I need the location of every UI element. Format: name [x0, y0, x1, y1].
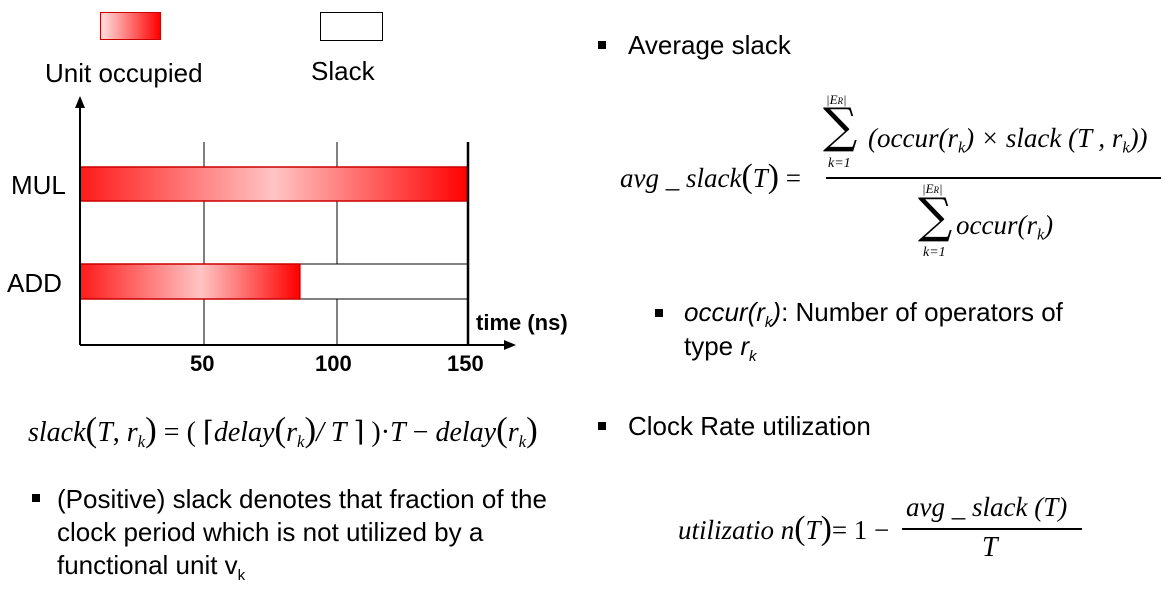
util-fraction-line — [902, 528, 1082, 530]
avg-denominator: occur(rk) — [956, 210, 1054, 244]
avg-slack-lhs: avg _ slack(T) = — [620, 158, 801, 195]
util-lhs: utilizatio n(T)= 1 − — [678, 510, 890, 547]
slack-desc-line2: clock period which is not utilized by a — [57, 517, 484, 547]
legend-occupied-swatch — [100, 12, 161, 40]
x-axis-arrow — [504, 340, 516, 350]
bullet-marker — [32, 494, 40, 502]
occur-definition-line2: type rk — [684, 331, 757, 365]
util-numerator: avg _ slack (T) — [906, 492, 1068, 522]
unit-label-mul: MUL — [11, 170, 66, 200]
util-denominator: T — [982, 532, 998, 563]
num-sigma: ∑ — [823, 98, 858, 154]
den-sigma: ∑ — [918, 188, 953, 244]
legend-slack-label: Slack — [311, 56, 375, 86]
x-tick-50: 50 — [190, 351, 215, 376]
avg-slack-title: Average slack — [628, 30, 791, 60]
bullet-marker — [598, 41, 606, 49]
legend-slack-swatch — [320, 12, 383, 41]
slack-fn: slack — [28, 417, 86, 448]
timing-chart — [75, 96, 516, 350]
slack-desc-line3: functional unit vk — [57, 550, 246, 584]
x-tick-150: 150 — [447, 351, 484, 376]
bar-add-occupied — [79, 263, 301, 300]
x-tick-100: 100 — [315, 351, 352, 376]
x-axis-label: time (ns) — [476, 310, 568, 335]
den-sum-lower: k=1 — [923, 245, 946, 260]
legend-occupied-label: Unit occupied — [45, 58, 203, 88]
avg-numerator: (occur(rk) × slack (T , rk)) — [868, 123, 1148, 157]
slack-desc-line1: (Positive) slack denotes that fraction o… — [57, 484, 547, 514]
bar-mul-occupied — [79, 166, 469, 202]
slack-formula: slack(T, rk) = ( ⌈delay(rk)/ T ⌉ )·T − d… — [28, 410, 538, 451]
num-sum-lower: k=1 — [828, 156, 851, 171]
num-sum-upper: |ER| — [826, 92, 847, 107]
unit-label-add: ADD — [7, 268, 62, 298]
clock-rate-title: Clock Rate utilization — [628, 411, 871, 441]
y-axis-arrow — [75, 96, 85, 108]
bullet-marker — [598, 422, 606, 430]
bullet-marker — [655, 309, 663, 317]
avg-fraction-line — [826, 177, 1161, 179]
den-sum-upper: |ER| — [922, 181, 943, 196]
occur-definition-line1: occur(rk): Number of operators of — [684, 297, 1063, 331]
